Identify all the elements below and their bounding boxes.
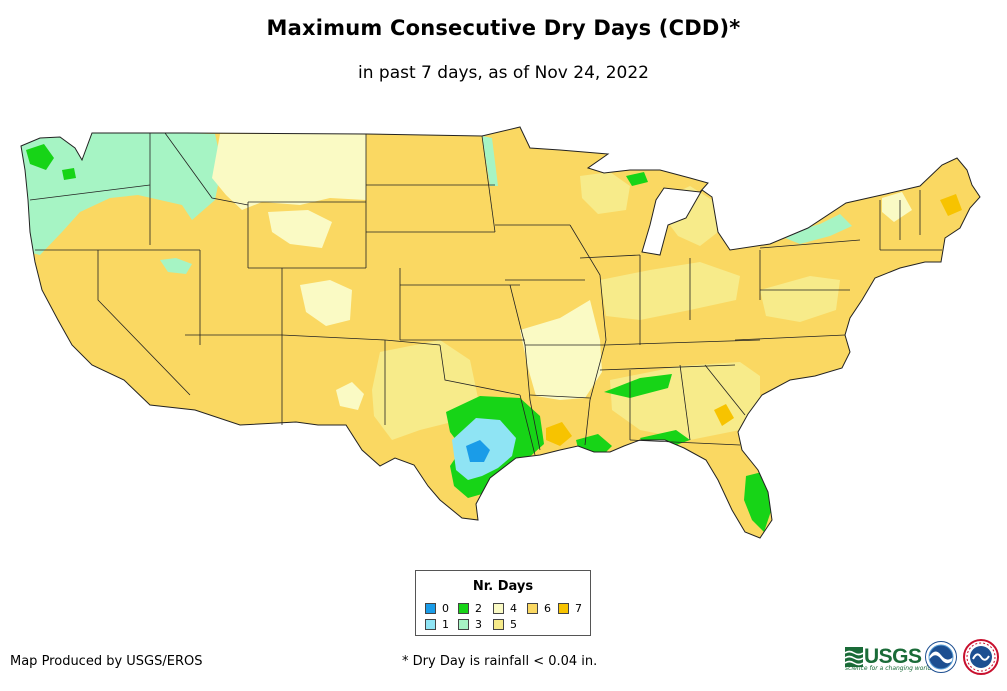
border-tn-south (599, 364, 736, 371)
border-nd-mn (481, 135, 496, 233)
border-va-nc (734, 334, 846, 341)
state-borders (29, 132, 942, 456)
legend-label-2: 2 (475, 601, 482, 615)
border-nm-south (281, 334, 386, 341)
wyoming-class4-patch (268, 210, 332, 248)
legend-swatch-0 (425, 602, 436, 614)
legend-item-4: 4 (493, 601, 517, 615)
northeast-class4-patch (882, 192, 912, 222)
florida-class2-region (744, 472, 772, 532)
legend-label-4: 4 (510, 601, 517, 615)
pnw-class3-region (21, 130, 222, 255)
usgs-tagline: science for a changing world (845, 665, 932, 672)
appalachian-class5-band (760, 276, 840, 322)
legend-swatch-4 (493, 602, 504, 614)
legend-box: Nr. Days 0 1 2 3 4 5 6 7 (415, 570, 591, 636)
legend-item-1: 1 (425, 617, 449, 631)
border-mississippi-river (569, 224, 607, 446)
usgs-wordmark: USGS (864, 645, 922, 668)
alabama-class2-band (604, 374, 672, 398)
border-ar-la (529, 394, 591, 399)
legend-swatch-1 (425, 618, 436, 630)
great-lakes-class2-patch (626, 172, 648, 186)
washington-class2-patch (26, 144, 54, 170)
montana-class4-region (212, 134, 366, 210)
border-mo-west (509, 284, 541, 451)
usgs-logo: USGS (845, 644, 922, 670)
border-ok-tx (439, 344, 521, 396)
nws-logo-icon (963, 639, 999, 675)
legend-label-0: 0 (442, 601, 449, 615)
dakota-class3-line (482, 136, 498, 186)
legend-swatch-3 (458, 618, 469, 630)
border-al-ga (679, 364, 691, 441)
legend-item-0: 0 (425, 601, 449, 615)
legend-item-5: 5 (493, 617, 517, 631)
southeast-class7-patch (714, 404, 734, 426)
border-ok-panhandle (384, 339, 441, 346)
producer-credit: Map Produced by USGS/EROS (10, 654, 203, 669)
border-fl-north (629, 439, 741, 446)
legend-label-5: 5 (510, 617, 517, 631)
map-title: Maximum Consecutive Dry Days (CDD)* (266, 16, 741, 40)
nm-class4-patch (336, 382, 364, 410)
texas-class0-patch (466, 440, 490, 462)
border-tx-la (519, 394, 536, 456)
legend-label-7: 7 (575, 601, 582, 615)
map-subtitle: in past 7 days, as of Nov 24, 2022 (358, 63, 649, 83)
border-ga-sc (704, 364, 746, 416)
legend-swatch-5 (493, 618, 504, 630)
washington-class2-dots (62, 168, 76, 180)
legend-title: Nr. Days (472, 579, 534, 594)
map-body (20, 126, 981, 539)
border-wa-or (29, 184, 151, 201)
wisconsin-class5-patch (580, 172, 630, 214)
usgs-wave-icon (845, 647, 863, 667)
legend-swatch-7 (558, 602, 569, 614)
border-ca-nv (97, 250, 191, 396)
colorado-class4-patch (300, 280, 352, 326)
legend-item-3: 3 (458, 617, 482, 631)
border-ky-tn (604, 339, 761, 346)
northeast-class3-band (780, 214, 852, 244)
legend-label-3: 3 (475, 617, 482, 631)
cdd-class-overlays (21, 130, 962, 532)
border-id-mt (164, 132, 249, 206)
idaho-class3-patch (160, 258, 192, 274)
legend-item-6: 6 (527, 601, 551, 615)
legend-label-6: 6 (544, 601, 551, 615)
legend-swatch-6 (527, 602, 538, 614)
legend-label-1: 1 (442, 617, 449, 631)
border-pa-ny (759, 239, 861, 249)
newengland-class7-patch (940, 194, 962, 216)
legend-item-7: 7 (558, 601, 582, 615)
midwest-class5-band (600, 262, 740, 320)
legend-swatch-2 (458, 602, 469, 614)
louisiana-class7-patch (546, 422, 572, 446)
dry-day-footnote: * Dry Day is rainfall < 0.04 in. (402, 654, 598, 669)
legend-item-2: 2 (458, 601, 482, 615)
noaa-logo-icon (925, 641, 957, 673)
arkansas-class4-region (520, 300, 602, 400)
border-wi-il (579, 254, 641, 259)
